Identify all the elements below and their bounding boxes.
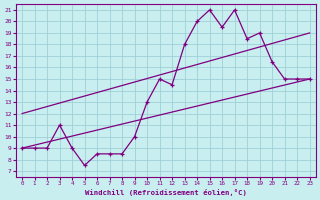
X-axis label: Windchill (Refroidissement éolien,°C): Windchill (Refroidissement éolien,°C) [85, 189, 247, 196]
